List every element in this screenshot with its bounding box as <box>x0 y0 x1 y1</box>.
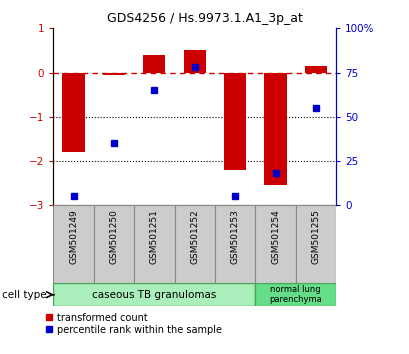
Text: GSM501252: GSM501252 <box>190 209 199 264</box>
Text: GSM501255: GSM501255 <box>311 209 320 264</box>
Bar <box>143 55 165 73</box>
Text: GDS4256 / Hs.9973.1.A1_3p_at: GDS4256 / Hs.9973.1.A1_3p_at <box>107 12 302 25</box>
Bar <box>304 66 326 73</box>
Bar <box>183 51 205 73</box>
Bar <box>174 205 214 283</box>
Bar <box>255 205 295 283</box>
Text: GSM501251: GSM501251 <box>149 209 158 264</box>
Text: GSM501249: GSM501249 <box>69 209 78 264</box>
Legend: transformed count, percentile rank within the sample: transformed count, percentile rank withi… <box>46 313 221 335</box>
Text: GSM501250: GSM501250 <box>109 209 118 264</box>
Bar <box>295 205 335 283</box>
Bar <box>223 73 246 170</box>
Bar <box>62 73 84 152</box>
Bar <box>134 205 174 283</box>
Bar <box>255 283 335 306</box>
Text: cell type: cell type <box>2 290 47 300</box>
Text: normal lung
parenchyma: normal lung parenchyma <box>269 285 321 304</box>
Bar <box>264 73 286 185</box>
Bar <box>53 283 255 306</box>
Text: caseous TB granulomas: caseous TB granulomas <box>92 290 216 300</box>
Text: GSM501253: GSM501253 <box>230 209 239 264</box>
Bar <box>94 205 134 283</box>
Bar <box>53 205 94 283</box>
Bar <box>103 73 125 75</box>
Bar <box>214 205 255 283</box>
Text: GSM501254: GSM501254 <box>270 209 279 264</box>
